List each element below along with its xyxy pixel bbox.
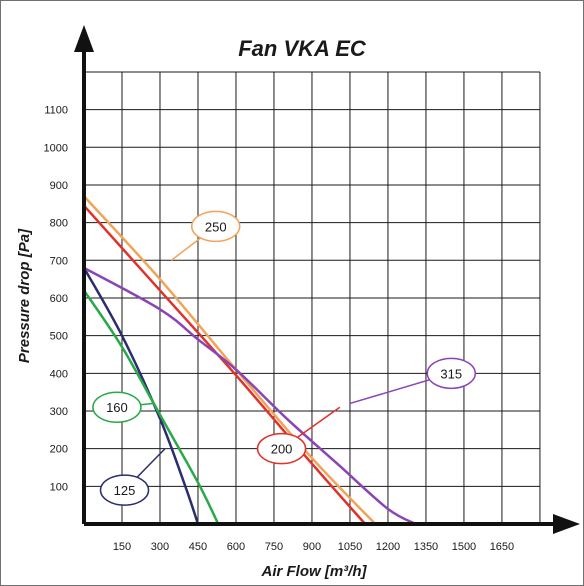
x-tick-label: 1500 — [452, 541, 476, 553]
x-axis-arrowhead — [553, 514, 580, 534]
chart-title: Fan VKA EC — [238, 36, 367, 61]
series-label-200: 200 — [271, 442, 293, 457]
callout-bubble-125 — [99, 474, 150, 506]
x-tick-label: 150 — [113, 541, 131, 553]
callout-bubble-315 — [426, 357, 477, 390]
tick-labels: 150 300 450 600 750 900 1050 1200 1350 1500 1650 10… — [44, 105, 515, 553]
y-tick-label: 700 — [50, 255, 68, 267]
y-axis-title: Pressure drop [Pa] — [16, 228, 33, 363]
callout-bubble-250 — [190, 210, 241, 243]
series-label-250: 250 — [205, 219, 227, 234]
grid — [84, 71, 541, 524]
series-line-200 — [82, 204, 367, 526]
x-tick-label: 750 — [265, 541, 283, 553]
y-tick-label: 100 — [50, 481, 68, 493]
x-tick-label: 1650 — [490, 541, 514, 553]
y-axis-arrowhead — [74, 25, 94, 52]
y-tick-label: 1000 — [44, 142, 68, 154]
y-tick-label: 500 — [50, 331, 68, 343]
series-layer — [82, 195, 418, 526]
x-tick-label: 900 — [303, 541, 321, 553]
x-tick-label: 450 — [189, 541, 207, 553]
y-tick-label: 800 — [50, 218, 68, 230]
x-tick-label: 1350 — [414, 541, 438, 553]
x-tick-label: 1200 — [376, 541, 400, 553]
y-tick-label: 600 — [50, 293, 68, 305]
series-label-160: 160 — [106, 400, 128, 415]
y-tick-label: 200 — [50, 444, 68, 456]
x-axis-title: Air Flow [m³/h] — [261, 563, 368, 580]
x-tick-label: 1050 — [338, 541, 362, 553]
series-label-315: 315 — [440, 366, 462, 381]
y-tick-label: 300 — [50, 406, 68, 418]
series-line-160 — [82, 289, 220, 526]
y-tick-label: 1100 — [44, 105, 68, 117]
series-label-125: 125 — [114, 483, 136, 498]
callout-layer: 125 160 200 250 315 — [92, 210, 477, 506]
y-tick-label: 400 — [50, 368, 68, 380]
x-tick-label: 300 — [151, 541, 169, 553]
x-tick-label: 600 — [227, 541, 245, 553]
y-tick-label: 900 — [50, 180, 68, 192]
callout-bubble-200 — [256, 432, 307, 465]
callout-bubble-160 — [92, 391, 142, 423]
series-line-315 — [82, 266, 418, 526]
axes — [74, 25, 580, 534]
series-line-125 — [82, 266, 200, 526]
